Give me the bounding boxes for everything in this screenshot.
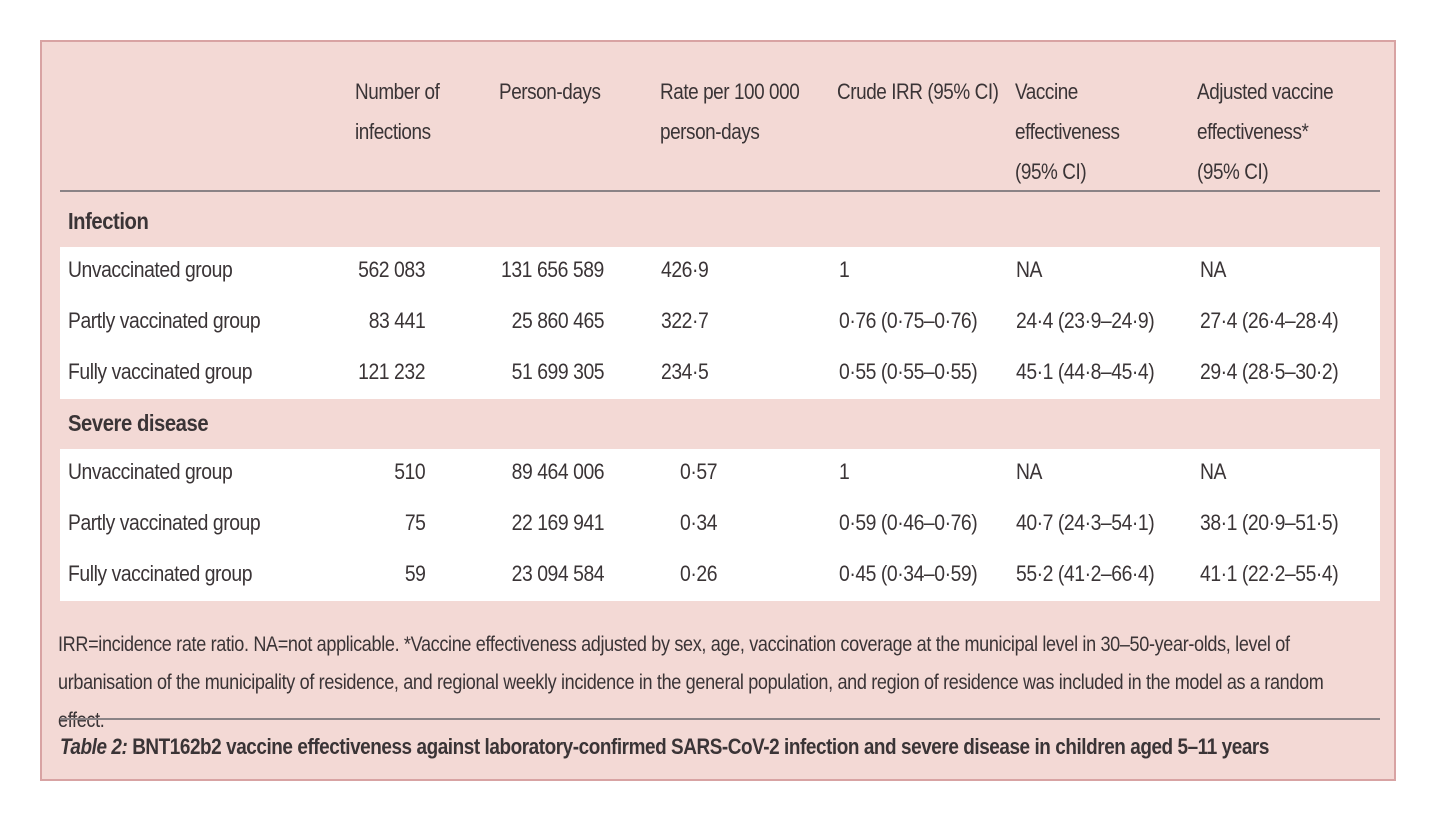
- section-block-infection: Unvaccinated group 562 083 131 656 589 4…: [60, 247, 1380, 399]
- cell-group: Partly vaccinated group: [68, 510, 261, 535]
- table-row: Unvaccinated group 562 083 131 656 589 4…: [60, 247, 1380, 297]
- cell-group: Unvaccinated group: [68, 459, 233, 484]
- cell-infections: 83 441: [368, 308, 425, 333]
- cell-adjusted-ve: 38·1 (20·9–51·5): [1200, 510, 1339, 535]
- table-footnote: IRR=incidence rate ratio. NA=not applica…: [58, 633, 1324, 732]
- cell-infections: 562 083: [358, 257, 425, 282]
- header-vaccine-effectiveness: Vaccine effectiveness (95% CI): [1015, 79, 1120, 184]
- cell-adjusted-ve: NA: [1200, 459, 1227, 484]
- cell-ve: 45·1 (44·8–45·4): [1016, 359, 1155, 384]
- caption-label: Table 2:: [60, 734, 128, 759]
- table-row: Partly vaccinated group 83 441 25 860 46…: [60, 298, 1380, 348]
- header-adjusted-vaccine-effectiveness: Adjusted vaccine effectiveness* (95% CI): [1197, 79, 1334, 184]
- header-person-days: Person-days: [499, 79, 601, 104]
- cell-rate: 426·9: [661, 257, 709, 282]
- cell-adjusted-ve: 29·4 (28·5–30·2): [1200, 359, 1339, 384]
- cell-adjusted-ve: 27·4 (26·4–28·4): [1200, 308, 1339, 333]
- cell-infections: 121 232: [358, 359, 425, 384]
- table-panel: Number of infections Person-days Rate pe…: [40, 40, 1396, 781]
- section-block-severe-disease: Unvaccinated group 510 89 464 006 0·57 1…: [60, 449, 1380, 601]
- cell-crude-irr: 0·59 (0·46–0·76): [839, 510, 978, 535]
- table-row: Fully vaccinated group 59 23 094 584 0·2…: [60, 551, 1380, 601]
- cell-rate: 0·26: [679, 561, 717, 586]
- cell-rate: 234·5: [661, 359, 709, 384]
- cell-person-days: 89 464 006: [511, 459, 605, 484]
- cell-person-days: 23 094 584: [511, 561, 605, 586]
- cell-infections: 75: [404, 510, 425, 535]
- cell-person-days: 25 860 465: [511, 308, 605, 333]
- cell-ve: NA: [1016, 257, 1043, 282]
- cell-crude-irr: 0·76 (0·75–0·76): [839, 308, 978, 333]
- cell-crude-irr: 1: [839, 459, 850, 484]
- cell-person-days: 51 699 305: [511, 359, 605, 384]
- cell-crude-irr: 1: [839, 257, 850, 282]
- header-rule: [60, 190, 1380, 192]
- cell-ve: 24·4 (23·9–24·9): [1016, 308, 1155, 333]
- cell-group: Fully vaccinated group: [68, 359, 253, 384]
- cell-group: Fully vaccinated group: [68, 561, 253, 586]
- cell-person-days: 131 656 589: [501, 257, 604, 282]
- header-infections: Number of infections: [355, 79, 440, 144]
- section-title-severe-disease: Severe disease: [68, 410, 209, 436]
- caption-rule: [60, 718, 1380, 720]
- cell-adjusted-ve: 41·1 (22·2–55·4): [1200, 561, 1339, 586]
- cell-ve: NA: [1016, 459, 1043, 484]
- cell-crude-irr: 0·45 (0·34–0·59): [839, 561, 978, 586]
- cell-crude-irr: 0·55 (0·55–0·55): [839, 359, 978, 384]
- header-crude-irr: Crude IRR (95% CI): [837, 79, 999, 104]
- cell-ve: 55·2 (41·2–66·4): [1016, 561, 1155, 586]
- cell-adjusted-ve: NA: [1200, 257, 1227, 282]
- cell-ve: 40·7 (24·3–54·1): [1016, 510, 1155, 535]
- table-row: Unvaccinated group 510 89 464 006 0·57 1…: [60, 449, 1380, 499]
- table-header: Number of infections Person-days Rate pe…: [42, 42, 1394, 192]
- cell-rate: 322·7: [661, 308, 709, 333]
- cell-infections: 59: [404, 561, 425, 586]
- cell-person-days: 22 169 941: [511, 510, 605, 535]
- table-row: Partly vaccinated group 75 22 169 941 0·…: [60, 500, 1380, 550]
- cell-group: Partly vaccinated group: [68, 308, 261, 333]
- cell-infections: 510: [394, 459, 425, 484]
- cell-group: Unvaccinated group: [68, 257, 233, 282]
- table-row: Fully vaccinated group 121 232 51 699 30…: [60, 349, 1380, 399]
- table-caption: Table 2: BNT162b2 vaccine effectiveness …: [60, 734, 1269, 760]
- caption-text: BNT162b2 vaccine effectiveness against l…: [127, 734, 1269, 759]
- cell-rate: 0·57: [679, 459, 717, 484]
- header-rate: Rate per 100 000 person-days: [660, 79, 800, 144]
- cell-rate: 0·34: [679, 510, 717, 535]
- section-title-infection: Infection: [68, 208, 149, 234]
